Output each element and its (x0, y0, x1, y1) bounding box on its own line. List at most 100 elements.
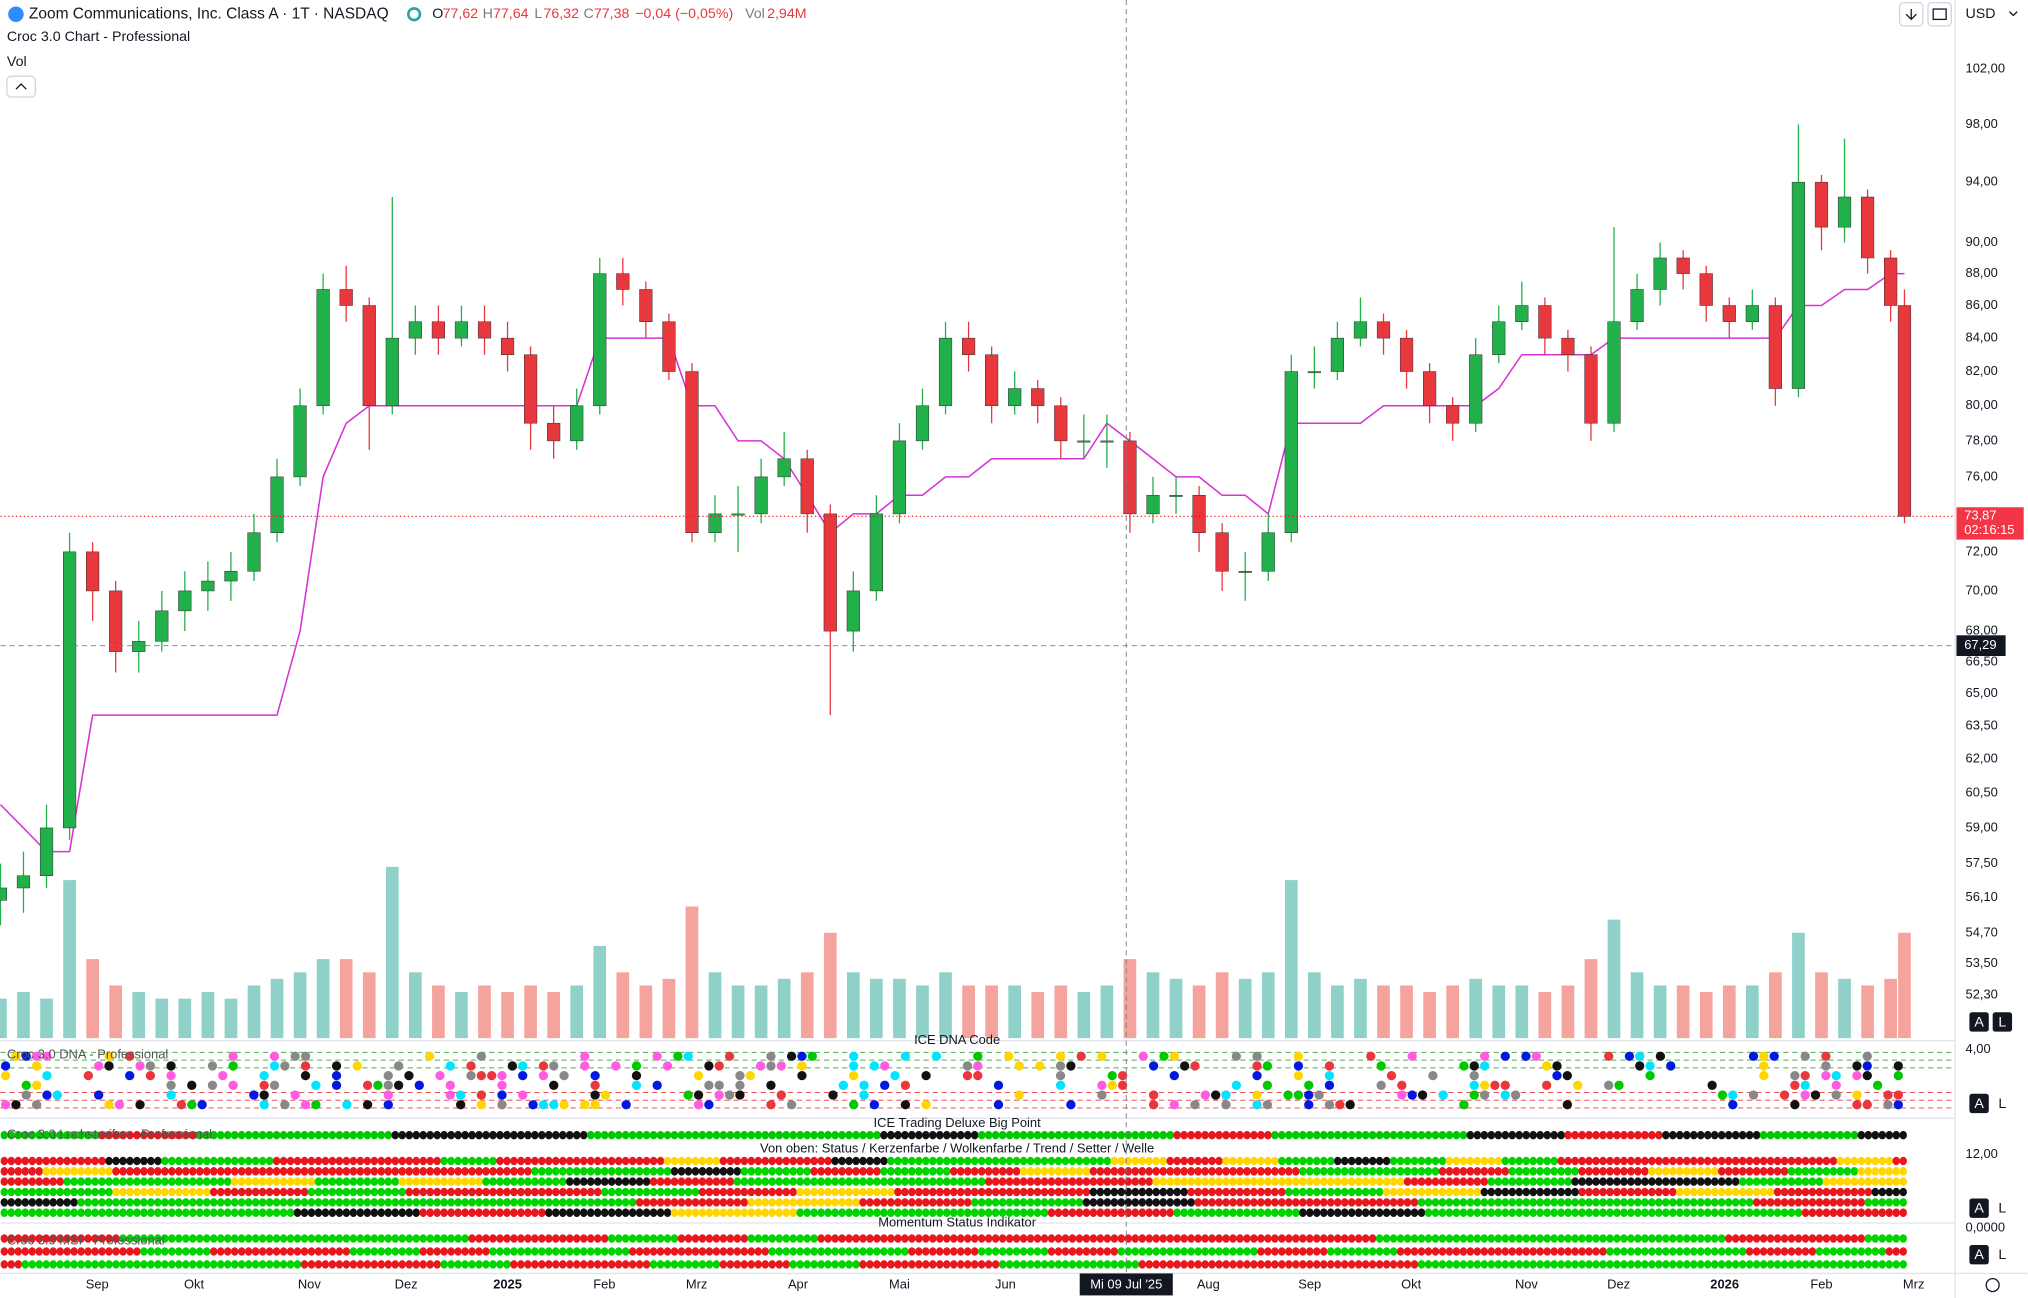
loch-dot (1061, 1130, 1070, 1140)
loch-dot (279, 1177, 288, 1186)
loch-dot (1787, 1177, 1796, 1186)
loch-dot (419, 1130, 427, 1140)
loch-dot (1641, 1130, 1649, 1140)
loch-dot (1173, 1187, 1181, 1197)
candle-body (662, 321, 676, 372)
loch-dot (1801, 1208, 1810, 1217)
dna-dot (331, 1070, 342, 1081)
loch-dot (1752, 1187, 1761, 1197)
loch-dot (1243, 1187, 1251, 1197)
loch-dot (796, 1187, 804, 1197)
msi-dot (607, 1260, 616, 1269)
loch-dot (566, 1208, 574, 1217)
loch-dot (1850, 1208, 1859, 1217)
dna-dot (1304, 1080, 1314, 1090)
dna-dot (94, 1090, 104, 1100)
loch-dot (1613, 1130, 1621, 1140)
settings-icon[interactable] (1985, 1277, 2000, 1293)
loch-dot (649, 1187, 658, 1197)
msi-dot (1410, 1247, 1419, 1256)
loch-dot (91, 1208, 99, 1217)
loch-dot (1592, 1167, 1600, 1176)
msi-dot (91, 1234, 99, 1243)
msi-dot (1752, 1260, 1761, 1269)
msi-dot (1187, 1260, 1195, 1269)
dna-dot (1138, 1051, 1148, 1061)
dna-dot (42, 1090, 52, 1100)
loch-dot (1382, 1167, 1391, 1176)
loch-dot (133, 1167, 141, 1176)
log-label[interactable]: L (1998, 1247, 2006, 1263)
last-price-label: 73,87 (1964, 508, 1996, 523)
loch-dot (1278, 1177, 1286, 1186)
loch-dot (230, 1187, 239, 1197)
loch-dot (517, 1187, 525, 1197)
msi-dot (1417, 1247, 1426, 1256)
loch-dot (412, 1156, 420, 1166)
dna-dot (414, 1080, 424, 1090)
msi-dot (586, 1260, 595, 1269)
msi-dot (545, 1247, 553, 1256)
msi-dot (740, 1247, 749, 1256)
dna-dot (1097, 1051, 1107, 1061)
msi-dot (482, 1234, 490, 1243)
auto-button[interactable] (1969, 1198, 1989, 1218)
msi-dot (970, 1247, 979, 1256)
msi-dot (1180, 1234, 1188, 1243)
collapse-button[interactable] (6, 75, 36, 98)
loch-dot (1208, 1208, 1216, 1217)
loch-dot (984, 1208, 993, 1217)
loch-dot (991, 1130, 1000, 1140)
msi-dot (1417, 1234, 1426, 1243)
auto-button[interactable] (1969, 1012, 1989, 1032)
loch-dot (1019, 1167, 1028, 1176)
msi-dot (803, 1260, 811, 1269)
auto-button[interactable] (1969, 1244, 1989, 1265)
loch-dot (433, 1208, 441, 1217)
y-tick-label: 52,30 (1966, 986, 1998, 1001)
loch-dot (1466, 1208, 1475, 1217)
msi-dot (1801, 1260, 1810, 1269)
log-button[interactable] (1992, 1012, 2013, 1032)
auto-button[interactable] (1969, 1093, 1989, 1114)
loch-dot (1822, 1208, 1831, 1217)
msi-dot (1299, 1247, 1307, 1256)
msi-dot (1138, 1247, 1146, 1256)
loch-dot (1508, 1177, 1517, 1186)
msi-dot (56, 1234, 64, 1243)
loch-dot (1808, 1208, 1817, 1217)
candle-body (777, 458, 791, 478)
loch-dot (1480, 1187, 1489, 1197)
loch-dot (691, 1198, 700, 1207)
msi-dot (1138, 1260, 1146, 1269)
loch-dot (349, 1198, 358, 1207)
log-label[interactable]: L (1998, 1096, 2006, 1112)
volume-bar (155, 998, 169, 1039)
ohlc-key: L (534, 6, 542, 22)
dna-dot (538, 1061, 549, 1071)
dna-dot (1107, 1080, 1117, 1090)
loch-dot (929, 1198, 937, 1207)
y-tick-label: 63,50 (1966, 717, 1998, 732)
msi-dot (1710, 1247, 1719, 1256)
loch-dot (1717, 1177, 1726, 1186)
loch-dot (1543, 1167, 1551, 1176)
msi-dot (1655, 1260, 1663, 1269)
loch-dot (35, 1198, 43, 1207)
msi-dot (1208, 1234, 1216, 1243)
loch-dot (1731, 1208, 1740, 1217)
loch-dot (1320, 1130, 1328, 1140)
currency[interactable]: USD (1966, 6, 1996, 22)
msi-dot (761, 1260, 770, 1269)
loch-dot (196, 1208, 204, 1217)
loch-dot (398, 1130, 406, 1140)
log-label[interactable]: L (1998, 1201, 2006, 1217)
loch-dot (272, 1177, 281, 1186)
refresh-button[interactable] (1927, 1, 1952, 27)
loch-dot (84, 1208, 92, 1217)
loch-dot (998, 1156, 1007, 1166)
msi-dot (559, 1260, 567, 1269)
loch-dot (1347, 1208, 1356, 1217)
msi-dot (824, 1234, 832, 1243)
loch-dot (1815, 1177, 1824, 1186)
